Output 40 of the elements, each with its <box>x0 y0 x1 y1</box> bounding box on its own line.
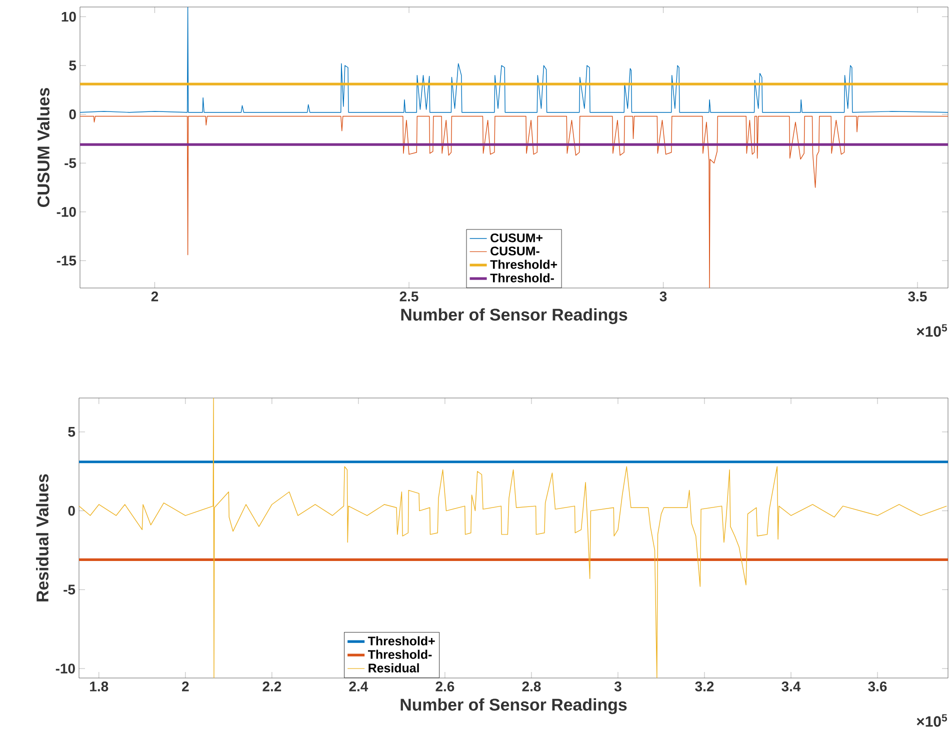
legend-label: Threshold- <box>368 650 432 659</box>
x-axis-title: Number of Sensor Readings <box>401 308 628 324</box>
x-tick-label: 2.2 <box>262 682 282 692</box>
y-tick-label: -5 <box>64 584 76 595</box>
x-tick-label: 3.4 <box>782 682 801 692</box>
legend-label: Threshold+ <box>490 260 558 269</box>
legend-label: CUSUM- <box>490 246 540 256</box>
y-axis-title: CUSUM Values <box>37 88 50 208</box>
y-tick-label: 5 <box>68 427 76 437</box>
y-tick-label: 0 <box>69 109 76 120</box>
legend-label: Residual <box>368 663 419 672</box>
x-tick-label: 2.6 <box>436 682 454 692</box>
y-tick-label: 0 <box>68 506 75 516</box>
y-tick-label: -5 <box>64 158 76 168</box>
x-tick-label: 2 <box>182 682 189 692</box>
y-tick-label: -10 <box>56 664 75 674</box>
line-series <box>80 6 948 113</box>
x-tick-label: 1.8 <box>90 682 108 692</box>
x-tick-label: 3 <box>660 292 667 302</box>
x-tick-label: 2.4 <box>349 682 368 692</box>
line-series <box>79 398 948 678</box>
x-tick-label: 3 <box>614 682 622 692</box>
line-series <box>80 116 948 288</box>
x-tick-label: 3.5 <box>908 292 927 302</box>
x-tick-label: 3.2 <box>695 682 714 692</box>
y-tick-label: 5 <box>69 60 76 70</box>
x-tick-label: 3.6 <box>868 682 887 692</box>
x-axis-title: Number of Sensor Readings <box>400 698 627 714</box>
y-tick-label: -15 <box>56 256 76 266</box>
text: ×10$^{5}$ <box>916 714 948 727</box>
x-tick-label: 2.8 <box>522 682 541 692</box>
y-tick-label: -10 <box>56 206 76 217</box>
legend-label: Threshold+ <box>368 636 435 646</box>
x-tick-label: 2 <box>151 292 158 302</box>
text: ×10$^{5}$ <box>916 324 948 337</box>
y-tick-label: 10 <box>62 12 76 22</box>
legend-label: CUSUM+ <box>490 233 542 242</box>
x-tick-label: 2.5 <box>400 292 418 302</box>
legend-label: Threshold- <box>490 273 554 282</box>
y-axis-title: Residual Values <box>36 474 48 602</box>
